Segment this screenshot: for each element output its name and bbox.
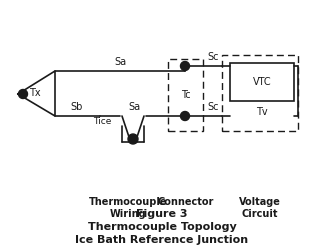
Text: Thermocouple Topology: Thermocouple Topology [88,222,236,232]
Text: Tc: Tc [181,90,190,100]
Text: Voltage
Circuit: Voltage Circuit [239,197,281,219]
Circle shape [180,62,189,70]
Text: Sc: Sc [207,102,218,112]
Bar [222,55,298,131]
Circle shape [19,89,28,99]
Text: Figure 3: Figure 3 [136,209,188,219]
Bar [230,63,294,101]
Text: Tx: Tx [29,88,41,98]
Text: Sa: Sa [128,102,140,112]
Text: Ice Bath Reference Junction: Ice Bath Reference Junction [75,235,249,245]
Text: Connector: Connector [157,197,214,207]
Text: Thermocouple
Wiring: Thermocouple Wiring [89,197,167,219]
Text: Tice: Tice [93,117,111,125]
Bar [168,59,203,131]
Text: Tv: Tv [256,107,268,117]
Text: Sb: Sb [70,102,82,112]
Circle shape [128,134,138,144]
Circle shape [180,112,189,121]
Text: VTC: VTC [253,77,271,87]
Text: Sa: Sa [114,57,126,67]
Text: Sc: Sc [207,52,218,62]
